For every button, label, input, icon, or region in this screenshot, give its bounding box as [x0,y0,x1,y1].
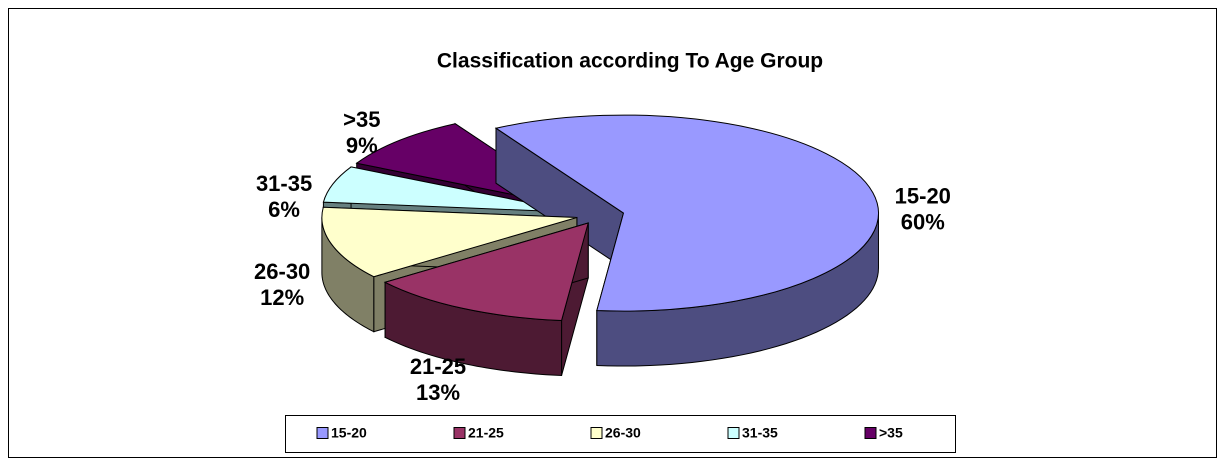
legend-swatch [316,427,329,439]
data-label: 26-30 12% [254,259,310,310]
label-value: 60% [901,210,945,235]
label-category: 26-30 [254,259,310,284]
legend-swatch [590,427,603,439]
legend-label: 21-25 [468,425,504,441]
label-value: 9% [346,133,378,158]
legend-label: 15-20 [331,425,367,441]
data-label: 21-25 13% [410,354,466,405]
legend-label: 31-35 [742,425,778,441]
data-labels: >35 9% 31-35 6% 15-20 60% 26-30 12% 21-25 13% [254,107,951,405]
legend-swatch [727,427,740,439]
slice-top [322,166,578,213]
label-value: 12% [260,285,304,310]
data-label: 31-35 6% [256,171,312,222]
legend: 15-20 21-25 26-30 31-35 >35 [316,425,903,441]
legend-label: 26-30 [605,425,641,441]
pie-slice [494,114,879,367]
label-category: 31-35 [256,171,312,196]
label-value: 6% [268,197,300,222]
label-value: 13% [416,380,460,405]
legend-swatch [864,427,877,439]
chart-title: Classification according To Age Group [437,50,823,73]
pie [321,114,879,377]
pie-slice [383,222,589,377]
legend-box [285,415,956,453]
slice-top [494,114,879,312]
slice-top [321,206,578,278]
legend-label: >35 [879,425,903,441]
data-label: 15-20 60% [895,184,951,235]
label-category: >35 [343,107,380,132]
label-category: 15-20 [895,184,951,209]
legend-swatch [453,427,466,439]
data-label: >35 9% [343,107,380,158]
slice-top [383,222,589,322]
label-category: 21-25 [410,354,466,379]
